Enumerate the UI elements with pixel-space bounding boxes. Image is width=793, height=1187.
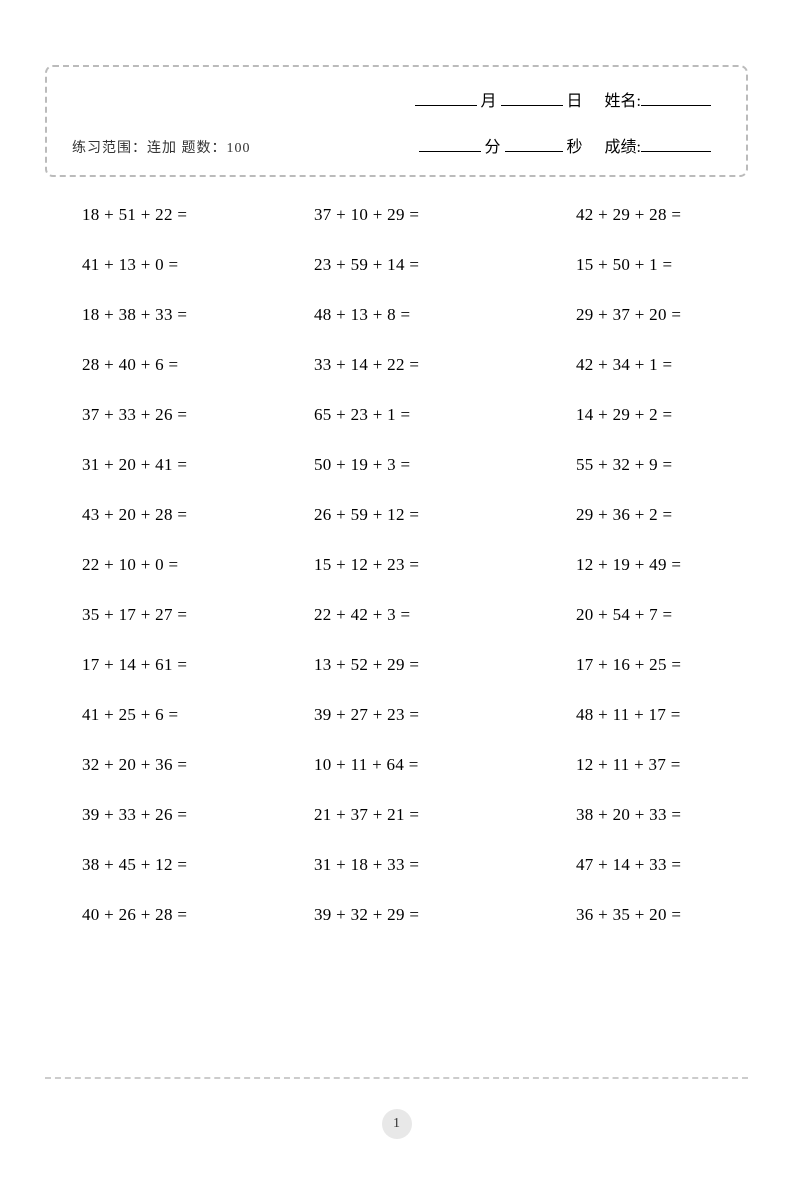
minute-blank[interactable] <box>419 138 481 152</box>
problem-cell: 39 + 27 + 23 = <box>304 705 526 725</box>
problem-cell: 38 + 20 + 33 = <box>526 805 748 825</box>
footer-divider <box>45 1077 748 1079</box>
header-row-time-score: 练习范围：连加 题数：100 分 秒 成绩: <box>72 133 721 157</box>
minute-label: 分 <box>485 133 501 157</box>
problem-cell: 22 + 42 + 3 = <box>304 605 526 625</box>
problems-grid: 18 + 51 + 22 =37 + 10 + 29 =42 + 29 + 28… <box>82 205 748 925</box>
problem-cell: 33 + 14 + 22 = <box>304 355 526 375</box>
day-label: 日 <box>567 87 583 111</box>
problem-cell: 48 + 13 + 8 = <box>304 305 526 325</box>
problem-cell: 38 + 45 + 12 = <box>82 855 304 875</box>
score-label: 成绩: <box>605 133 641 157</box>
page-number-text: 1 <box>393 1116 400 1132</box>
problem-cell: 36 + 35 + 20 = <box>526 905 748 925</box>
problem-cell: 42 + 29 + 28 = <box>526 205 748 225</box>
date-name-fields: 月 日 姓名: <box>415 87 711 111</box>
problem-cell: 65 + 23 + 1 = <box>304 405 526 425</box>
problem-cell: 12 + 19 + 49 = <box>526 555 748 575</box>
name-blank[interactable] <box>641 92 711 106</box>
month-blank[interactable] <box>415 92 477 106</box>
problem-cell: 29 + 37 + 20 = <box>526 305 748 325</box>
problem-cell: 22 + 10 + 0 = <box>82 555 304 575</box>
problem-cell: 39 + 32 + 29 = <box>304 905 526 925</box>
problem-cell: 39 + 33 + 26 = <box>82 805 304 825</box>
problem-cell: 21 + 37 + 21 = <box>304 805 526 825</box>
worksheet-header-box: 月 日 姓名: 练习范围：连加 题数：100 分 秒 成绩: <box>45 65 748 177</box>
problem-cell: 37 + 10 + 29 = <box>304 205 526 225</box>
name-label: 姓名: <box>605 87 641 111</box>
problem-cell: 55 + 32 + 9 = <box>526 455 748 475</box>
problem-cell: 18 + 38 + 33 = <box>82 305 304 325</box>
problem-cell: 14 + 29 + 2 = <box>526 405 748 425</box>
day-blank[interactable] <box>501 92 563 106</box>
problem-cell: 29 + 36 + 2 = <box>526 505 748 525</box>
problem-cell: 35 + 17 + 27 = <box>82 605 304 625</box>
problem-cell: 28 + 40 + 6 = <box>82 355 304 375</box>
problem-cell: 20 + 54 + 7 = <box>526 605 748 625</box>
problem-cell: 15 + 12 + 23 = <box>304 555 526 575</box>
header-row-date: 月 日 姓名: <box>72 87 721 111</box>
problem-cell: 48 + 11 + 17 = <box>526 705 748 725</box>
problem-cell: 17 + 14 + 61 = <box>82 655 304 675</box>
problem-cell: 18 + 51 + 22 = <box>82 205 304 225</box>
page-number-badge: 1 <box>382 1109 412 1139</box>
problem-cell: 13 + 52 + 29 = <box>304 655 526 675</box>
problem-cell: 12 + 11 + 37 = <box>526 755 748 775</box>
problem-cell: 41 + 25 + 6 = <box>82 705 304 725</box>
problem-cell: 32 + 20 + 36 = <box>82 755 304 775</box>
problem-cell: 26 + 59 + 12 = <box>304 505 526 525</box>
problem-cell: 41 + 13 + 0 = <box>82 255 304 275</box>
worksheet-subtitle: 练习范围：连加 题数：100 <box>72 137 251 157</box>
problem-cell: 40 + 26 + 28 = <box>82 905 304 925</box>
problem-cell: 31 + 18 + 33 = <box>304 855 526 875</box>
score-blank[interactable] <box>641 138 711 152</box>
problem-cell: 50 + 19 + 3 = <box>304 455 526 475</box>
problem-cell: 42 + 34 + 1 = <box>526 355 748 375</box>
problem-cell: 47 + 14 + 33 = <box>526 855 748 875</box>
problem-cell: 37 + 33 + 26 = <box>82 405 304 425</box>
problem-cell: 10 + 11 + 64 = <box>304 755 526 775</box>
problem-cell: 15 + 50 + 1 = <box>526 255 748 275</box>
problem-cell: 31 + 20 + 41 = <box>82 455 304 475</box>
problem-cell: 43 + 20 + 28 = <box>82 505 304 525</box>
problem-cell: 17 + 16 + 25 = <box>526 655 748 675</box>
time-score-fields: 分 秒 成绩: <box>419 133 711 157</box>
month-label: 月 <box>481 87 497 111</box>
problem-cell: 23 + 59 + 14 = <box>304 255 526 275</box>
second-blank[interactable] <box>505 138 563 152</box>
second-label: 秒 <box>567 133 583 157</box>
